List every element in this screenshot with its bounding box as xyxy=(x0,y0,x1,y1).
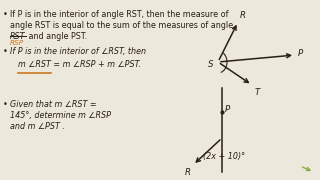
Text: m ∠RST = m ∠RSP + m ∠PST.: m ∠RST = m ∠RSP + m ∠PST. xyxy=(18,60,141,69)
Text: S: S xyxy=(208,60,213,69)
Text: angle RST is equal to the sum of the measures of angle: angle RST is equal to the sum of the mea… xyxy=(10,21,233,30)
Text: RSP: RSP xyxy=(10,40,24,46)
Text: If P is in the interior of angle RST, then the measure of: If P is in the interior of angle RST, th… xyxy=(10,10,228,19)
Text: •: • xyxy=(3,47,8,56)
Text: P: P xyxy=(225,105,230,114)
Text: Given that m ∠RST =: Given that m ∠RST = xyxy=(10,100,97,109)
Text: If P is in the interior of ∠RST, then: If P is in the interior of ∠RST, then xyxy=(10,47,146,56)
Text: and angle PST.: and angle PST. xyxy=(26,32,87,41)
Text: •: • xyxy=(3,10,8,19)
Text: R: R xyxy=(185,168,191,177)
Text: 145°, determine m ∠RSP: 145°, determine m ∠RSP xyxy=(10,111,111,120)
Text: RST: RST xyxy=(10,32,26,41)
Text: and m ∠PST .: and m ∠PST . xyxy=(10,122,65,131)
Text: P: P xyxy=(298,48,303,57)
Text: R: R xyxy=(240,11,246,20)
Text: (2x + 10)°: (2x + 10)° xyxy=(203,152,245,161)
Text: •: • xyxy=(3,100,8,109)
Text: T: T xyxy=(255,88,260,97)
